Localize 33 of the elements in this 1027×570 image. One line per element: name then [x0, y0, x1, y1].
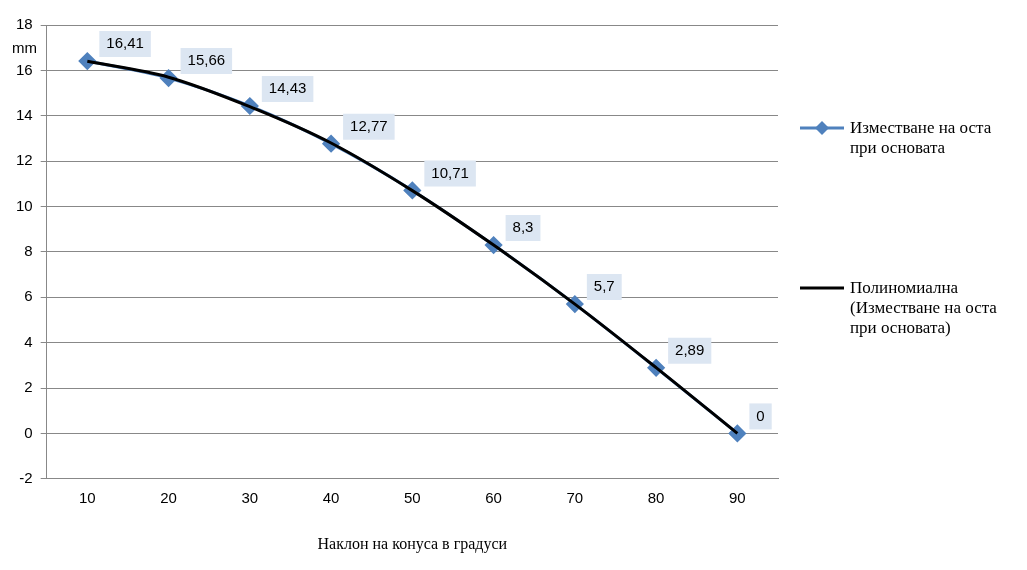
data-label: 16,41: [106, 34, 144, 52]
legend-label: Изместване на оста при основата: [850, 118, 993, 158]
data-label: 14,43: [268, 79, 307, 97]
x-tick-label: 90: [729, 488, 746, 506]
data-label: 15,66: [187, 51, 226, 69]
data-label: 0: [756, 406, 765, 424]
x-tick-label: 70: [566, 488, 584, 506]
y-tick-label: 6: [24, 287, 33, 305]
legend-label: Полиномиална (Изместване на оста при основата): [850, 278, 998, 338]
x-tick-label: 30: [241, 488, 259, 506]
y-tick-label: -2: [19, 468, 33, 486]
data-label: 5,7: [593, 277, 615, 295]
y-tick-label: 18: [16, 15, 33, 33]
x-tick-label: 10: [78, 488, 96, 506]
y-tick-label: 0: [24, 423, 33, 441]
data-label: 2,89: [675, 340, 705, 358]
x-tick-label: 40: [322, 488, 340, 506]
y-tick-label: 10: [16, 196, 33, 214]
x-tick-label: 80: [647, 488, 665, 506]
y-tick-label: 14: [16, 105, 33, 123]
x-tick-label: 20: [160, 488, 177, 506]
x-tick-label: 50: [404, 488, 421, 506]
y-tick-label: 8: [24, 242, 33, 260]
y-tick-label: 12: [16, 151, 33, 169]
data-label: 8,3: [512, 218, 534, 236]
y-tick-label: 4: [24, 332, 33, 350]
data-label: 10,71: [431, 163, 469, 181]
x-tick-label: 60: [485, 488, 502, 506]
y-tick-label: 16: [16, 60, 33, 78]
y-tick-label: 2: [24, 378, 33, 396]
data-label: 12,77: [350, 116, 388, 134]
y-axis-title: mm: [12, 38, 37, 56]
x-axis-title: Наклон на конуса в градуси: [317, 534, 508, 553]
